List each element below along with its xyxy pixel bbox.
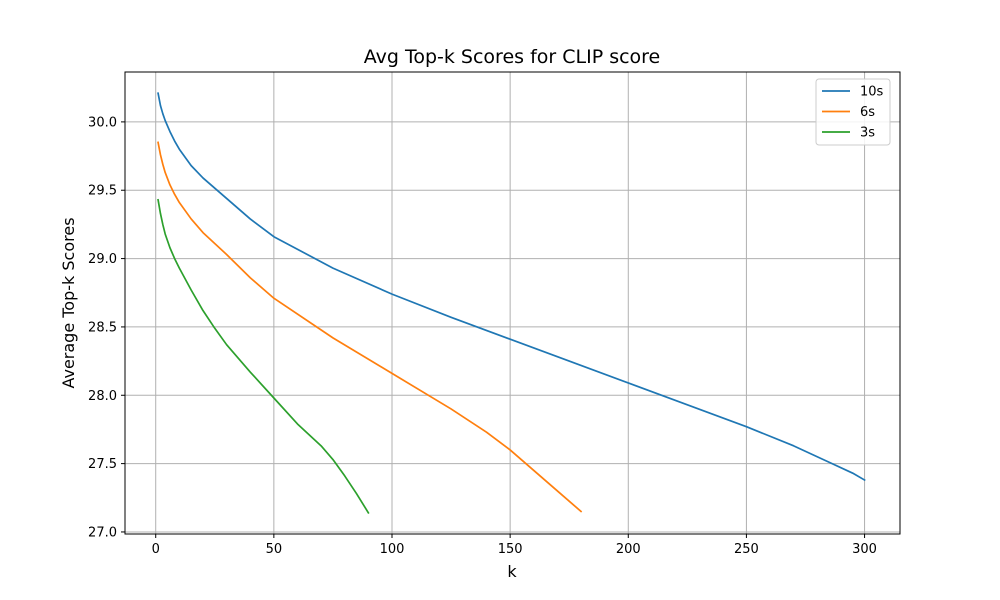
y-tick-label: 28.0 xyxy=(88,389,117,404)
y-tick-label: 30.0 xyxy=(88,115,117,130)
chart-title: Avg Top-k Scores for CLIP score xyxy=(364,46,661,68)
y-tick-label: 29.0 xyxy=(88,252,117,267)
x-tick-label: 200 xyxy=(616,542,641,557)
x-tick-label: 0 xyxy=(152,542,160,557)
y-tick-label: 28.5 xyxy=(88,320,117,335)
x-tick-label: 100 xyxy=(380,542,405,557)
series-line-3s xyxy=(157,198,370,514)
legend-label-10s: 10s xyxy=(860,85,884,100)
y-axis-label: Average Top-k Scores xyxy=(59,217,78,388)
axis-ticks: 0 50 100 150 200 250 300 27.0 27.5 28.0 28.5 29.0 29… xyxy=(88,115,877,557)
series-line-10s xyxy=(157,92,866,482)
y-tick-label: 29.5 xyxy=(88,184,117,199)
series-lines xyxy=(157,92,866,514)
x-tick-label: 150 xyxy=(498,542,523,557)
y-tick-label: 27.0 xyxy=(88,525,117,540)
x-tick-label: 250 xyxy=(734,542,759,557)
x-tick-label: 300 xyxy=(852,542,877,557)
x-axis-label: k xyxy=(507,562,517,581)
x-tick-label: 50 xyxy=(266,542,283,557)
legend-box xyxy=(815,78,891,146)
grid xyxy=(125,72,900,534)
series-line-6s xyxy=(157,141,583,513)
legend: 10s 6s 3s xyxy=(815,78,891,146)
legend-label-3s: 3s xyxy=(860,126,875,141)
legend-label-6s: 6s xyxy=(860,105,875,120)
plot-frame xyxy=(124,71,901,535)
y-tick-label: 27.5 xyxy=(88,457,117,472)
